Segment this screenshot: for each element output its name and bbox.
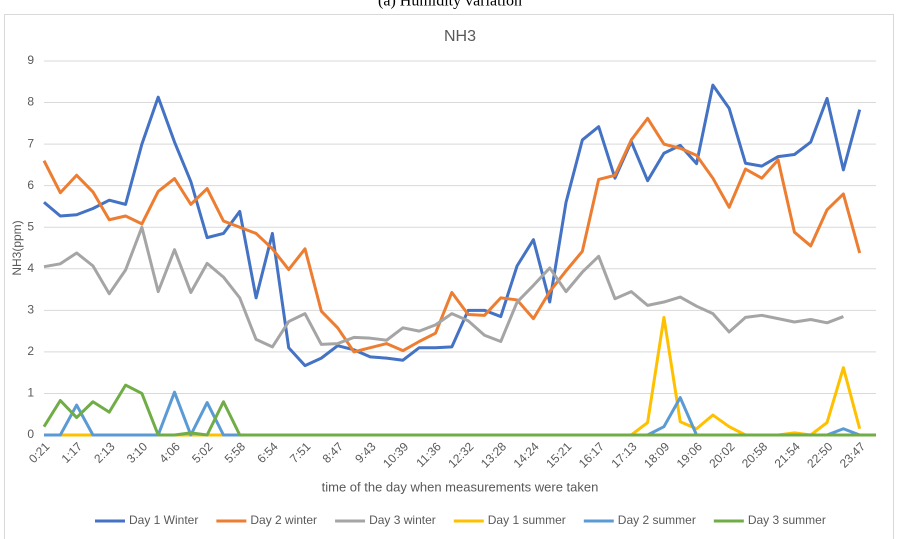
line-series bbox=[43, 83, 862, 368]
y-tick-label: 9 bbox=[27, 53, 34, 67]
line-series bbox=[42, 116, 862, 354]
legend-label: Day 3 summer bbox=[748, 513, 826, 527]
legend-label: Day 2 winter bbox=[250, 513, 317, 527]
y-tick-label: 4 bbox=[27, 261, 34, 275]
y-tick-label: 7 bbox=[27, 136, 34, 150]
caption: (a) Humidity variation bbox=[378, 0, 522, 10]
legend-label: Day 1 summer bbox=[488, 513, 566, 527]
y-tick-label: 8 bbox=[27, 95, 34, 109]
chart-frame bbox=[4, 14, 894, 539]
y-axis-label: NH3(ppm) bbox=[10, 220, 24, 275]
y-tick-label: 2 bbox=[27, 344, 34, 358]
chart-title: NH3 bbox=[444, 28, 476, 45]
y-tick-label: 1 bbox=[27, 386, 34, 400]
legend-label: Day 2 summer bbox=[618, 513, 696, 527]
line-series bbox=[42, 383, 876, 437]
y-tick-label: 3 bbox=[27, 303, 34, 317]
y-tick-label: 0 bbox=[27, 427, 34, 441]
line-series bbox=[43, 225, 844, 349]
legend-label: Day 3 winter bbox=[369, 513, 436, 527]
y-tick-label: 5 bbox=[27, 219, 34, 233]
legend-label: Day 1 Winter bbox=[129, 513, 198, 527]
y-tick-label: 6 bbox=[27, 178, 34, 192]
x-axis-label: time of the day when measurements were t… bbox=[322, 479, 599, 494]
